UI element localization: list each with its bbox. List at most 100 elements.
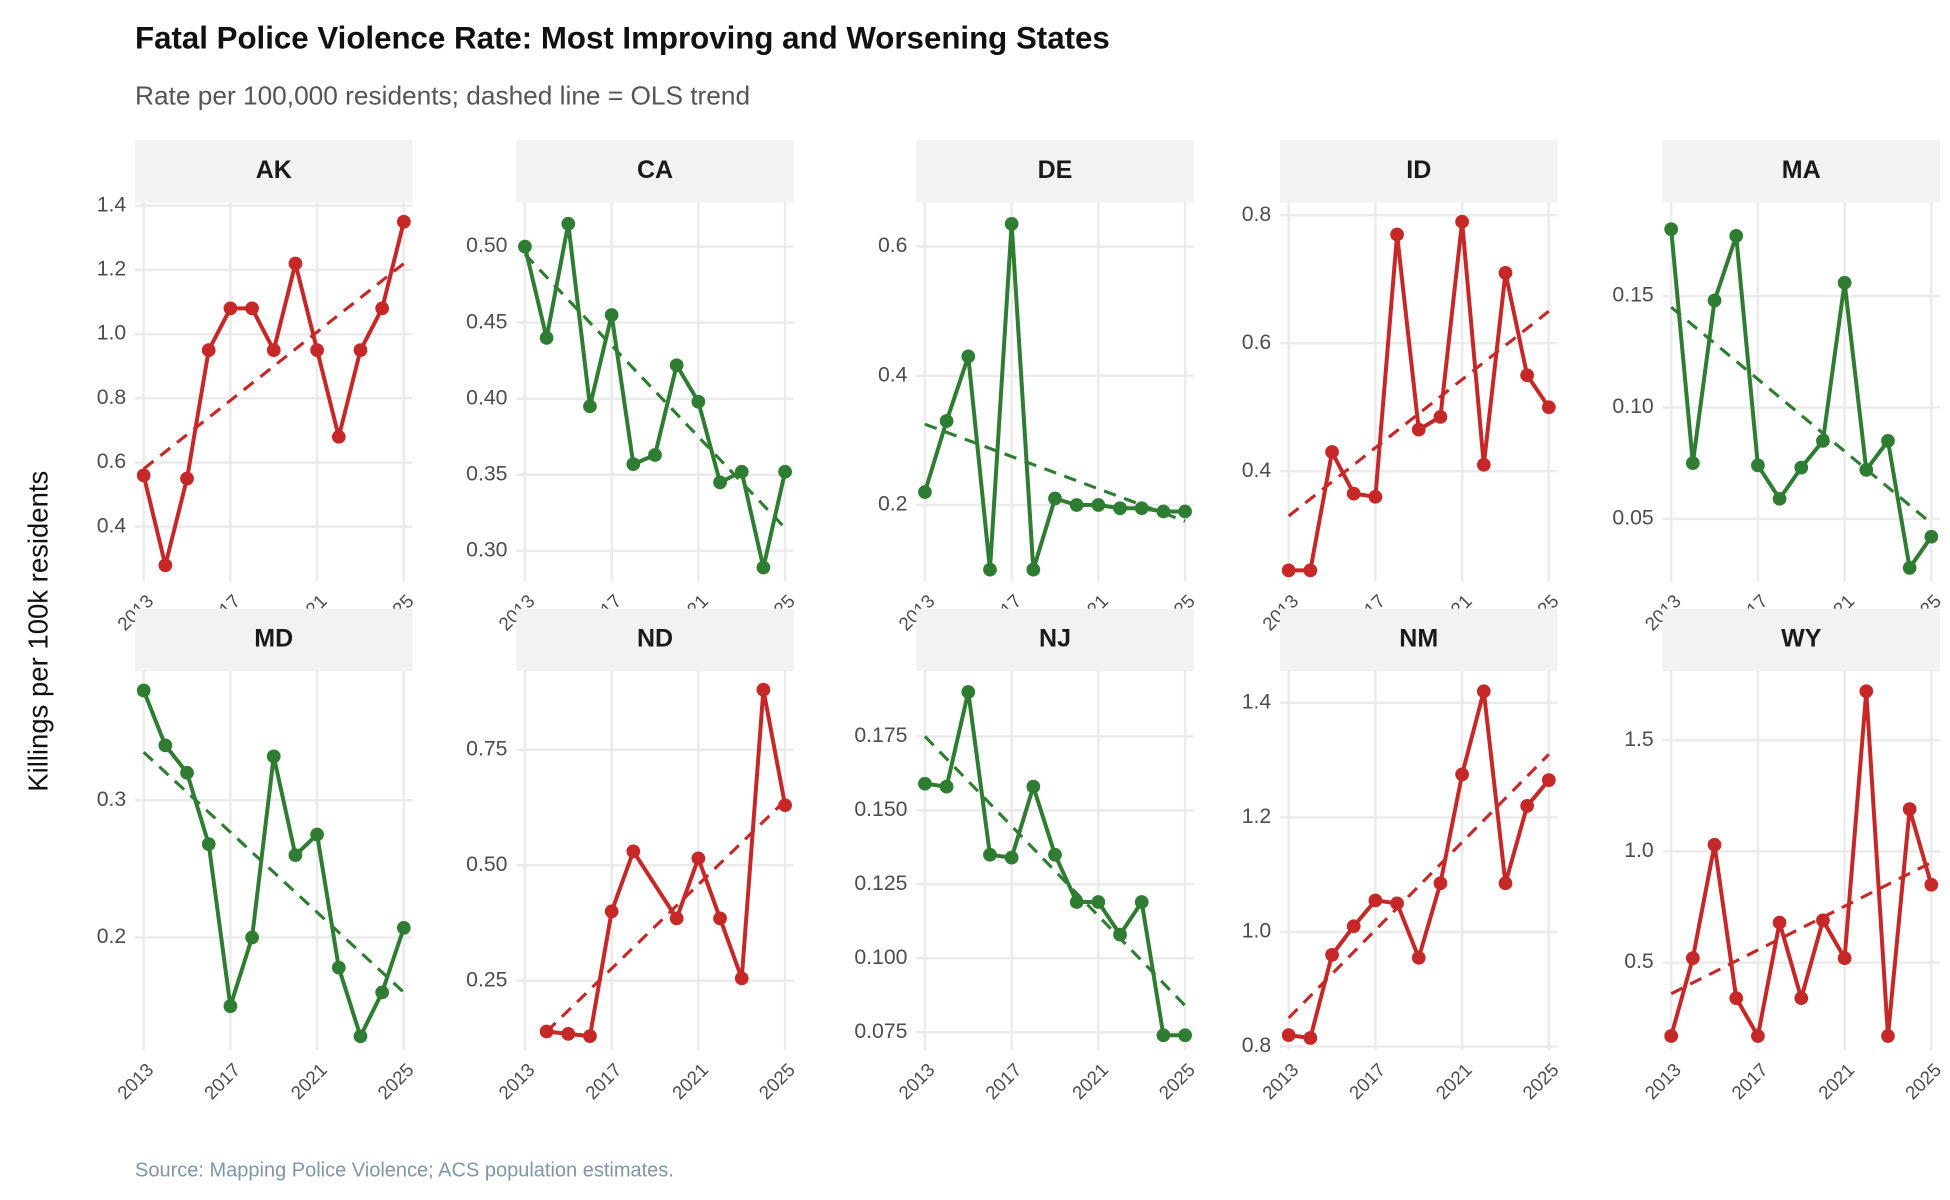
data-point: [983, 847, 997, 862]
y-tick-label: 0.075: [854, 1019, 907, 1043]
data-point: [1004, 216, 1019, 231]
caption: Source: Mapping Police Violence; ACS pop…: [135, 1160, 674, 1182]
facet-title: WY: [1781, 625, 1822, 653]
data-point: [1368, 893, 1383, 908]
facet-strip: [1662, 608, 1940, 672]
data-point: [136, 683, 151, 698]
y-tick-label: 0.8: [1242, 202, 1272, 226]
data-point: [1772, 915, 1787, 930]
y-tick-label: 0.8: [97, 385, 127, 409]
data-point: [1433, 409, 1448, 424]
data-point: [1498, 266, 1513, 280]
facet-strip: [1662, 140, 1940, 203]
data-point: [1134, 895, 1149, 909]
data-point: [539, 331, 554, 345]
data-point: [1325, 948, 1339, 962]
data-point: [1541, 400, 1556, 415]
data-point: [1707, 837, 1722, 852]
data-point: [201, 837, 216, 852]
data-point: [245, 301, 259, 316]
data-point: [375, 985, 390, 1000]
data-point: [1113, 927, 1127, 942]
data-point: [583, 399, 597, 414]
data-point: [201, 343, 216, 358]
data-point: [1178, 504, 1192, 519]
data-point: [1729, 229, 1744, 243]
data-point: [583, 1029, 597, 1044]
facet-strip: [135, 608, 413, 672]
data-point: [1902, 802, 1917, 817]
data-point: [223, 301, 238, 316]
data-point: [939, 414, 954, 428]
data-point: [1902, 561, 1917, 575]
data-point: [1346, 919, 1361, 934]
y-tick-label: 1.0: [1242, 919, 1272, 943]
y-tick-label: 0.3: [97, 787, 127, 811]
data-point: [1091, 498, 1106, 512]
data-point: [1281, 563, 1296, 578]
y-tick-label: 0.75: [466, 736, 507, 760]
y-tick-label: 1.0: [97, 321, 127, 345]
facet-strip: [916, 608, 1194, 672]
data-point: [1520, 368, 1535, 383]
data-point: [961, 685, 976, 699]
facet-title: AK: [256, 156, 292, 184]
data-point: [626, 457, 641, 472]
y-tick-label: 0.25: [466, 967, 507, 991]
data-point: [1837, 951, 1852, 966]
data-point: [648, 448, 662, 462]
y-tick-label: 0.2: [878, 492, 908, 516]
y-tick-label: 0.30: [466, 537, 507, 561]
data-point: [939, 779, 954, 794]
data-point: [1069, 498, 1084, 512]
data-point: [1411, 422, 1426, 437]
data-point: [331, 960, 346, 975]
trend-line: [924, 422, 1186, 523]
trend-line: [142, 751, 405, 994]
data-point: [1881, 434, 1895, 448]
data-point: [158, 558, 173, 573]
data-point: [310, 827, 324, 842]
facet-title: ND: [637, 625, 673, 653]
data-point: [756, 682, 771, 697]
facet-title: CA: [637, 156, 673, 184]
y-tick-label: 1.4: [1242, 689, 1272, 713]
facet-title: NM: [1399, 625, 1438, 653]
data-point: [223, 999, 238, 1013]
facet-strip: [916, 140, 1194, 203]
data-point: [539, 1024, 554, 1039]
data-point: [1664, 222, 1679, 237]
y-tick-label: 1.0: [1624, 838, 1654, 862]
data-point: [1476, 457, 1491, 472]
data-point: [1476, 684, 1491, 699]
data-point: [1837, 275, 1852, 290]
data-point: [1004, 850, 1019, 865]
y-tick-label: 0.50: [466, 852, 507, 876]
data-point: [691, 851, 706, 866]
data-point: [734, 971, 749, 986]
y-tick-label: 0.35: [466, 461, 507, 485]
data-point: [1455, 214, 1469, 229]
y-tick-label: 0.2: [97, 924, 127, 948]
data-point: [1816, 913, 1830, 928]
facet-title: MD: [254, 625, 293, 653]
trend-line: [1670, 306, 1933, 525]
data-point: [1091, 895, 1106, 909]
data-point: [1498, 876, 1513, 891]
y-tick-label: 0.100: [854, 945, 907, 969]
data-point: [1816, 434, 1830, 448]
data-point: [1390, 227, 1404, 242]
chart-subtitle: Rate per 100,000 residents; dashed line …: [135, 80, 750, 110]
data-point: [1281, 1028, 1296, 1042]
data-point: [396, 920, 411, 935]
data-point: [1026, 562, 1041, 577]
data-point: [918, 485, 932, 499]
data-point: [158, 738, 173, 753]
data-point: [1134, 501, 1149, 516]
facet-strip: [1280, 140, 1558, 203]
data-point: [1924, 877, 1939, 892]
data-point: [288, 848, 303, 863]
data-point: [756, 560, 771, 575]
